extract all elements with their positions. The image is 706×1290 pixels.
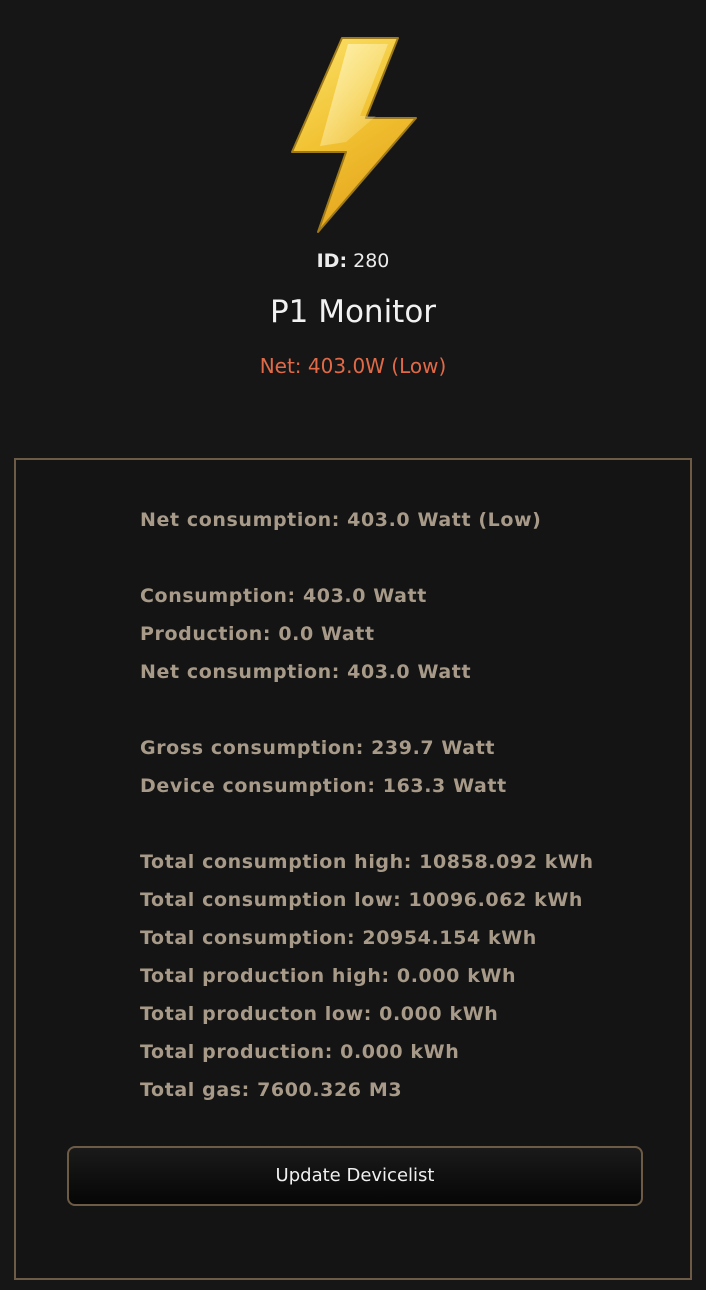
net-consumption-low-line: Net consumption: 403.0 Watt (Low) [140, 509, 542, 531]
total-production-high-line: Total production high: 0.000 kWh [140, 965, 517, 987]
consumption-line: Consumption: 403.0 Watt [140, 585, 427, 607]
production-line: Production: 0.0 Watt [140, 623, 375, 645]
total-consumption-low-line: Total consumption low: 10096.062 kWh [140, 889, 584, 911]
gross-consumption-line: Gross consumption: 239.7 Watt [140, 737, 496, 759]
update-devicelist-button[interactable]: Update Devicelist [67, 1146, 643, 1206]
lightning-bolt-icon [291, 37, 417, 233]
device-title: P1 Monitor [269, 294, 437, 330]
device-header: ID: 280 P1 Monitor Net: 403.0W (Low) [0, 0, 706, 440]
details-panel: Net consumption: 403.0 Watt (Low) Consum… [14, 458, 692, 1280]
total-consumption-line: Total consumption: 20954.154 kWh [140, 927, 537, 949]
device-id: ID: 280 [0, 249, 706, 273]
device-id-label: ID: [316, 250, 348, 272]
net-consumption-line: Net consumption: 403.0 Watt [140, 661, 472, 683]
total-gas-line: Total gas: 7600.326 M3 [140, 1079, 403, 1101]
total-production-line: Total production: 0.000 kWh [140, 1041, 460, 1063]
device-consumption-line: Device consumption: 163.3 Watt [140, 775, 507, 797]
net-status: Net: 403.0W (Low) [259, 354, 447, 378]
total-production-low-line: Total producton low: 0.000 kWh [140, 1003, 499, 1025]
device-id-value: 280 [353, 250, 390, 272]
total-consumption-high-line: Total consumption high: 10858.092 kWh [140, 851, 594, 873]
